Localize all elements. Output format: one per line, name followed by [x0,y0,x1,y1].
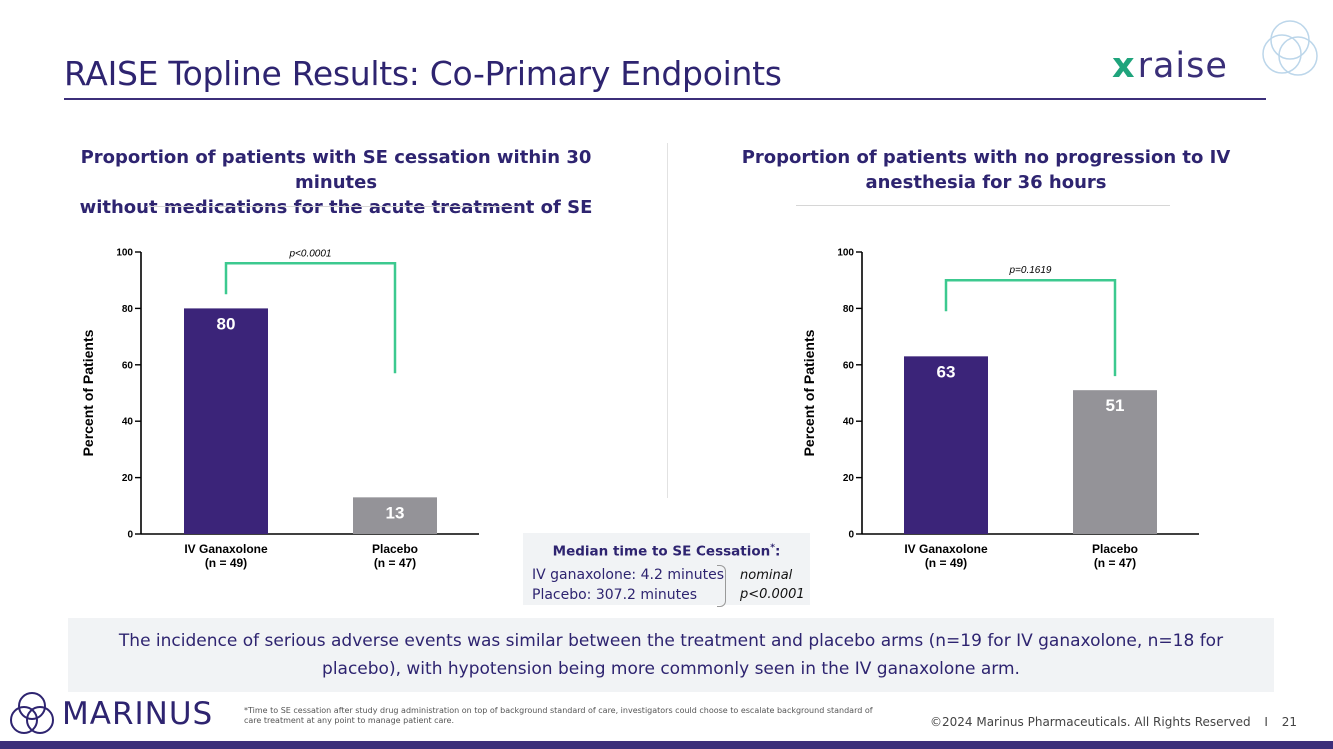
chart2-bar-placebo [1073,390,1157,534]
chart1-significance-bracket [224,262,397,374]
copyright-text: ©2024 Marinus Pharmaceuticals. All Right… [930,715,1251,729]
chart2-category-n-label: (n = 47) [1094,556,1136,570]
chart2-y-tick-label: 0 [848,530,854,541]
chart1-y-tick-label: 20 [122,473,134,484]
slide-title: RAISE Topline Results: Co-Primary Endpoi… [64,54,782,93]
raise-circles-icon [1262,20,1318,76]
raise-logo-word: raise [1137,46,1228,86]
footer-separator: I [1264,715,1268,729]
chart1-category-n-label: (n = 49) [205,556,247,570]
chart2-bar-ganaxolone [904,356,988,534]
chart1-category-label: Placebo [372,542,418,556]
chart2-category-n-label: (n = 49) [925,556,967,570]
median-title-text: Median time to SE Cessation [552,543,771,560]
raise-x-mark: x [1112,46,1136,86]
chart2-heading: Proportion of patients with no progressi… [716,145,1256,195]
footnote: *Time to SE cessation after study drug a… [244,706,873,725]
chart1-category-label: IV Ganaxolone [184,542,268,556]
chart2-y-axis-label: Percent of Patients [801,329,817,456]
chart1-bar-value-label: 80 [217,314,236,333]
chart1-heading-line2: without medications for the acute treatm… [79,197,593,218]
chart1-y-tick-label: 0 [127,530,133,541]
chart2-heading-line1: Proportion of patients with no progressi… [741,147,1231,168]
chart1-y-tick-label: 40 [122,417,134,428]
bottom-bar [0,741,1333,749]
chart2-y-tick-label: 40 [843,417,855,428]
chart-canvas: 0 20 40 60 80 100 Percent of Patients 80 IV Gana… [80,248,1199,570]
raise-logo: x raise [1112,46,1228,86]
nominal-p-value: p<0.0001 [740,587,805,602]
marinus-word: MARINUS [62,696,214,732]
chart1-bar-value-label: 13 [386,503,405,522]
chart1-y-axis-label: Percent of Patients [80,329,96,456]
median-time-box: Median time to SE Cessation*: IV ganaxol… [523,533,810,605]
chart1-bar-ganaxolone [184,308,268,534]
chart1-heading: Proportion of patients with SE cessation… [40,145,632,220]
page-number: 21 [1281,715,1298,729]
chart1-heading-rule [146,206,520,207]
chart2-p-value-label: p=0.1619 [1009,265,1052,276]
chart1-category-n-label: (n = 47) [374,556,416,570]
chart1-heading-line1: Proportion of patients with SE cessation… [80,147,592,193]
median-brace [717,565,726,607]
chart2-bar-value-label: 63 [937,362,956,381]
chart1-bar-placebo [353,497,437,534]
chart2-heading-rule [796,205,1170,206]
chart1-group: 0 20 40 60 80 100 Percent of Patients 80 IV Gana… [80,248,479,570]
median-ganaxolone: IV ganaxolone: 4.2 minutes [532,567,724,583]
chart2-category-label: Placebo [1092,542,1138,556]
chart2-y-tick-label: 60 [843,360,855,371]
chart2-heading-line2: anesthesia for 36 hours [865,172,1107,193]
median-time-title: Median time to SE Cessation*: [552,543,781,560]
median-title-marker: * [770,543,775,553]
chart1-y-tick-label: 60 [122,360,134,371]
chart1-y-tick-label: 80 [122,304,134,315]
chart1-y-tick-label: 100 [116,248,133,259]
chart2-y-tick-label: 80 [843,304,855,315]
chart2-y-tick-label: 100 [837,248,854,259]
chart2-category-label: IV Ganaxolone [904,542,988,556]
chart2-y-tick-label: 20 [843,473,855,484]
chart2-bar-value-label: 51 [1106,396,1125,415]
copyright-line: ©2024 Marinus Pharmaceuticals. All Right… [930,715,1297,729]
median-placebo: Placebo: 307.2 minutes [532,587,698,603]
chart-divider [667,143,668,498]
nominal-label: nominal [740,568,793,583]
chart1-p-value-label: p<0.0001 [289,248,332,259]
safety-statement: The incidence of serious adverse events … [68,618,1274,692]
marinus-circles-icon [10,692,54,734]
title-rule [64,98,1266,100]
marinus-logo: MARINUS [8,690,213,738]
chart2-group: 0 20 40 60 80 100 Percent of Patients 63 IV Gana… [801,248,1199,570]
chart2-significance-bracket [944,278,1117,377]
